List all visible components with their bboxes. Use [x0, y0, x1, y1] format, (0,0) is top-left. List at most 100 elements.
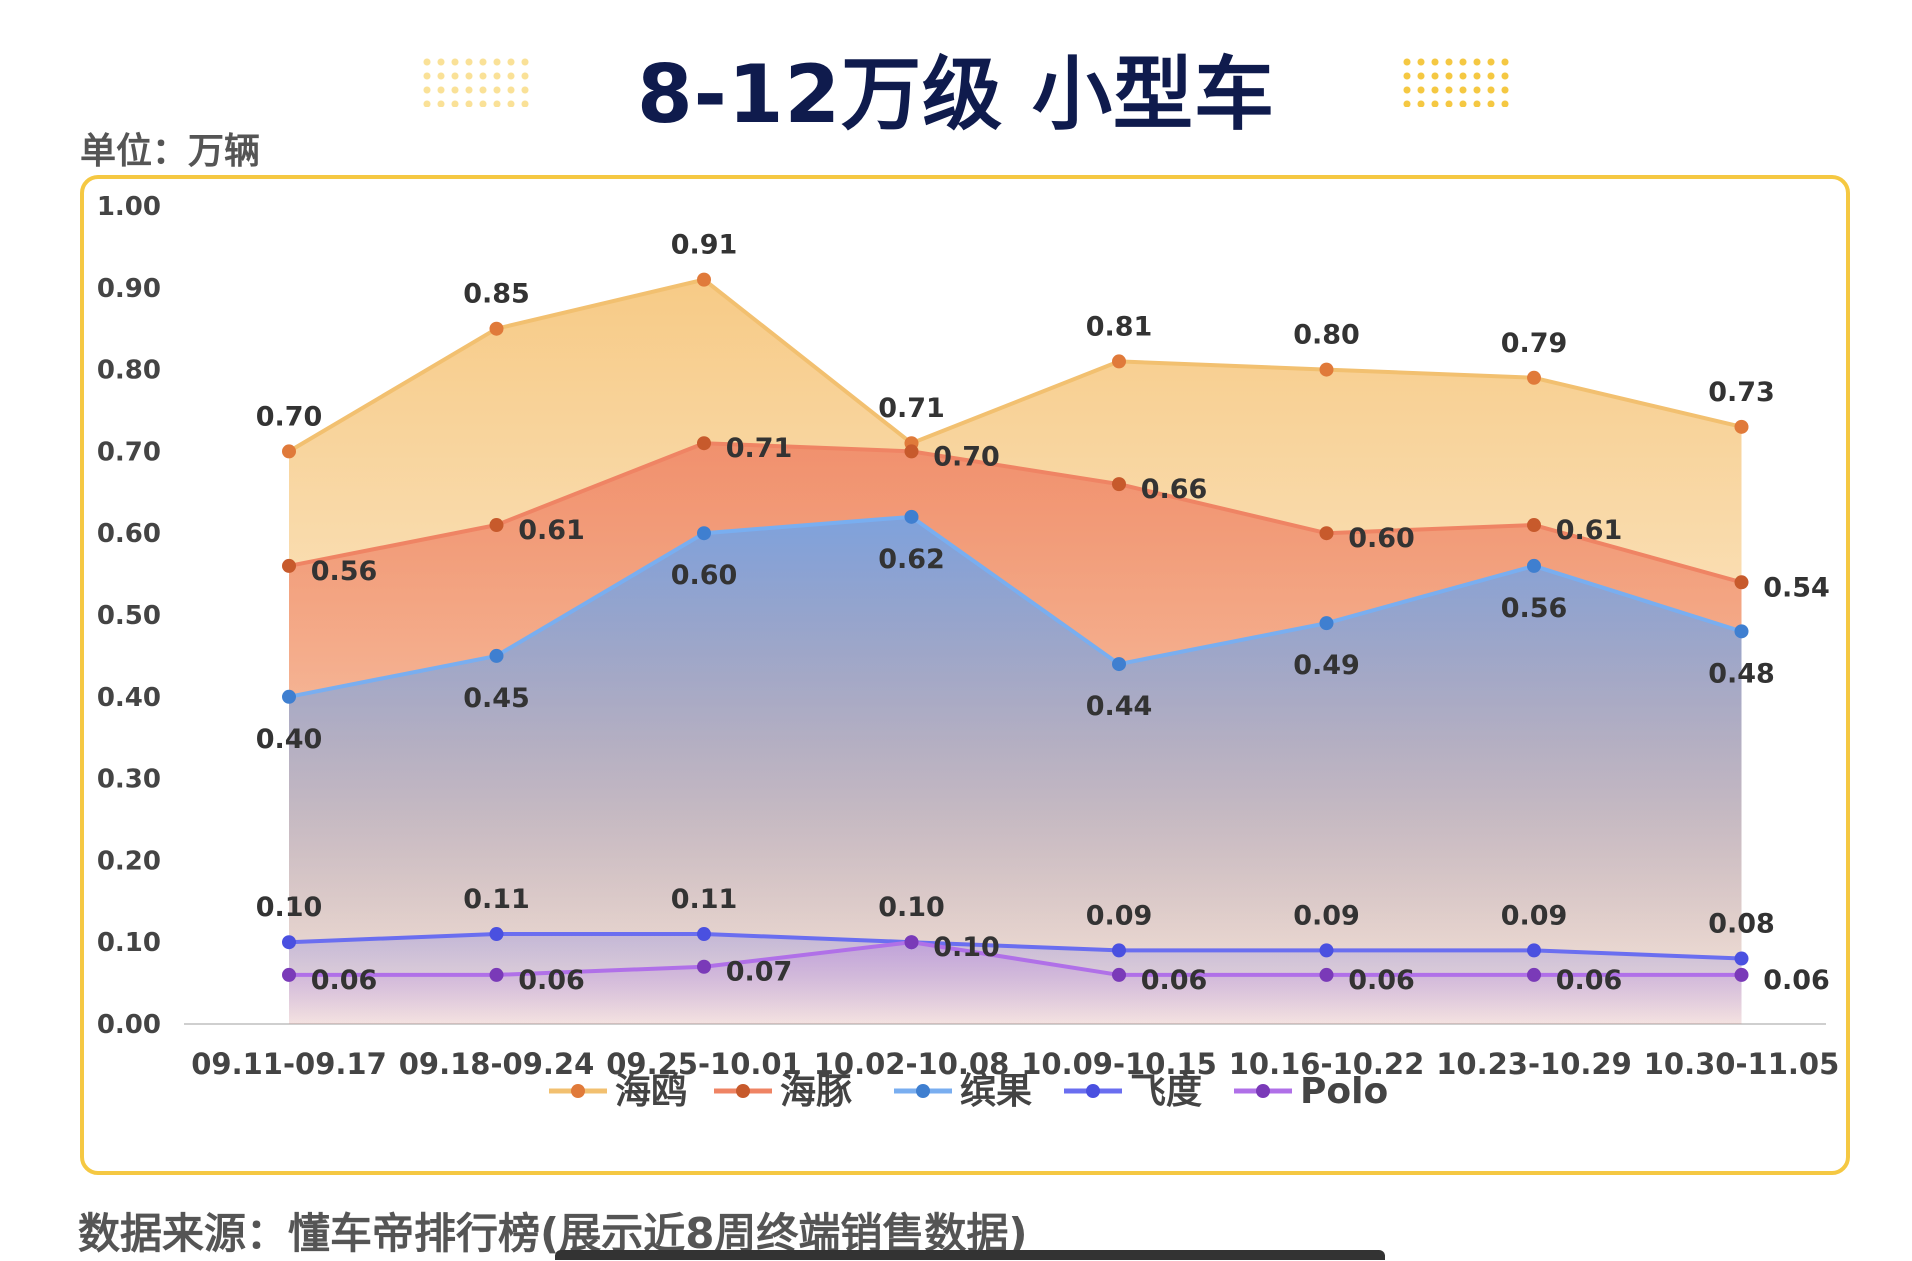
data-label-海鸥: 0.70: [256, 401, 323, 432]
legend-marker-海鸥: [571, 1084, 585, 1098]
legend-marker-缤果: [916, 1084, 930, 1098]
data-label-缤果: 0.44: [1086, 691, 1153, 722]
y-tick-label: 1.00: [97, 192, 161, 222]
data-label-飞度: 0.10: [878, 892, 945, 923]
y-tick-label: 0.40: [97, 683, 161, 713]
data-label-海豚: 0.60: [1348, 523, 1415, 554]
marker-飞度: [1319, 943, 1334, 958]
data-label-Polo: 0.07: [726, 957, 793, 988]
data-label-缤果: 0.45: [463, 683, 530, 714]
data-label-缤果: 0.48: [1708, 658, 1775, 689]
area-chart: 0.00 0.10 0.20 0.30 0.40 0.50 0.60 0.70 0.80 0.90…: [97, 192, 1840, 1112]
y-tick-label: 0.90: [97, 274, 161, 304]
marker-缤果: [489, 648, 504, 663]
marker-Polo: [1319, 967, 1334, 982]
data-label-飞度: 0.09: [1501, 900, 1568, 931]
marker-缤果: [1734, 624, 1749, 639]
x-tick-label: 10.16-10.22: [1229, 1047, 1425, 1081]
marker-海豚: [1319, 526, 1334, 541]
marker-海豚: [1734, 575, 1749, 590]
data-label-飞度: 0.11: [463, 884, 530, 915]
legend-marker-飞度: [1086, 1084, 1100, 1098]
area-缤果: [289, 516, 1742, 1024]
x-tick-label: 09.11-09.17: [191, 1047, 387, 1081]
x-tick-label: 10.23-10.29: [1436, 1047, 1632, 1081]
marker-缤果: [697, 526, 711, 541]
legend-marker-Polo: [1256, 1084, 1270, 1098]
data-label-海鸥: 0.85: [463, 279, 530, 310]
x-tick-label: 10.09-10.15: [1021, 1047, 1217, 1081]
line-缤果: [288, 514, 1743, 699]
line-海豚: [288, 441, 1743, 585]
marker-海鸥: [1527, 370, 1541, 385]
data-label-海豚: 0.66: [1141, 474, 1208, 505]
data-label-飞度: 0.10: [256, 892, 323, 923]
data-label-海豚: 0.70: [933, 441, 1000, 472]
marker-Polo: [489, 967, 504, 982]
data-label-飞度: 0.11: [671, 884, 738, 915]
marker-缤果: [282, 689, 296, 704]
marker-海豚: [282, 558, 296, 573]
data-label-海豚: 0.71: [726, 433, 793, 464]
x-tick-label: 10.30-11.05: [1644, 1047, 1840, 1081]
y-tick-label: 0.20: [97, 846, 161, 876]
x-tick-label: 09.18-09.24: [399, 1047, 595, 1081]
data-label-飞度: 0.09: [1293, 900, 1360, 931]
marker-海鸥: [1319, 362, 1334, 377]
data-label-缤果: 0.49: [1293, 650, 1360, 681]
data-label-Polo: 0.10: [933, 932, 1000, 963]
legend-marker-海豚: [736, 1084, 750, 1098]
decorative-dots-right: [1400, 55, 1510, 107]
decorative-dots-left: [420, 55, 530, 107]
legend-label-飞度: 飞度: [1130, 1071, 1202, 1112]
data-label-海鸥: 0.81: [1086, 311, 1153, 342]
marker-海鸥: [1734, 419, 1749, 434]
marker-飞度: [282, 935, 296, 950]
marker-海豚: [1527, 518, 1541, 533]
data-label-海豚: 0.61: [1556, 515, 1623, 546]
data-label-海鸥: 0.80: [1293, 320, 1360, 351]
line-飞度: [288, 932, 1742, 961]
data-label-缤果: 0.62: [878, 544, 945, 575]
line-Polo: [289, 940, 1742, 977]
data-label-海豚: 0.56: [311, 556, 378, 587]
marker-海豚: [1112, 477, 1126, 492]
data-label-Polo: 0.06: [1556, 965, 1623, 996]
data-label-海鸥: 0.79: [1501, 328, 1568, 359]
y-tick-label: 0.80: [97, 356, 161, 386]
line-海鸥: [287, 277, 1742, 454]
marker-Polo: [282, 967, 296, 982]
area-Polo: [289, 942, 1742, 1024]
data-label-飞度: 0.09: [1086, 900, 1153, 931]
y-tick-label: 0.10: [97, 928, 161, 958]
marker-缤果: [904, 509, 919, 524]
data-label-飞度: 0.08: [1708, 909, 1775, 940]
y-tick-label: 0.50: [97, 601, 161, 631]
data-label-缤果: 0.56: [1501, 593, 1568, 624]
marker-飞度: [1527, 943, 1541, 958]
data-label-Polo: 0.06: [311, 965, 378, 996]
marker-海豚: [904, 444, 919, 459]
data-label-Polo: 0.06: [1141, 965, 1208, 996]
legend-label-海鸥: 海鸥: [615, 1071, 687, 1112]
marker-海鸥: [697, 272, 711, 287]
marker-Polo: [1734, 967, 1749, 982]
y-tick-label: 0.60: [97, 519, 161, 549]
y-tick-label: 0.00: [97, 1010, 161, 1040]
marker-飞度: [1112, 943, 1126, 958]
marker-海豚: [489, 518, 504, 533]
marker-飞度: [697, 927, 711, 942]
data-label-海豚: 0.61: [518, 515, 585, 546]
chart-title: 8-12万级 小型车: [636, 48, 1276, 141]
marker-海鸥: [489, 321, 504, 336]
marker-Polo: [697, 959, 711, 974]
data-label-缤果: 0.60: [671, 560, 738, 591]
legend-label-Polo: Polo: [1300, 1071, 1388, 1112]
marker-飞度: [489, 927, 504, 942]
scroll-handle: [555, 1250, 1385, 1260]
data-label-缤果: 0.40: [256, 724, 323, 755]
marker-海豚: [697, 436, 711, 451]
marker-Polo: [1527, 967, 1541, 982]
data-label-海豚: 0.54: [1763, 572, 1830, 603]
legend-label-海豚: 海豚: [780, 1071, 852, 1112]
